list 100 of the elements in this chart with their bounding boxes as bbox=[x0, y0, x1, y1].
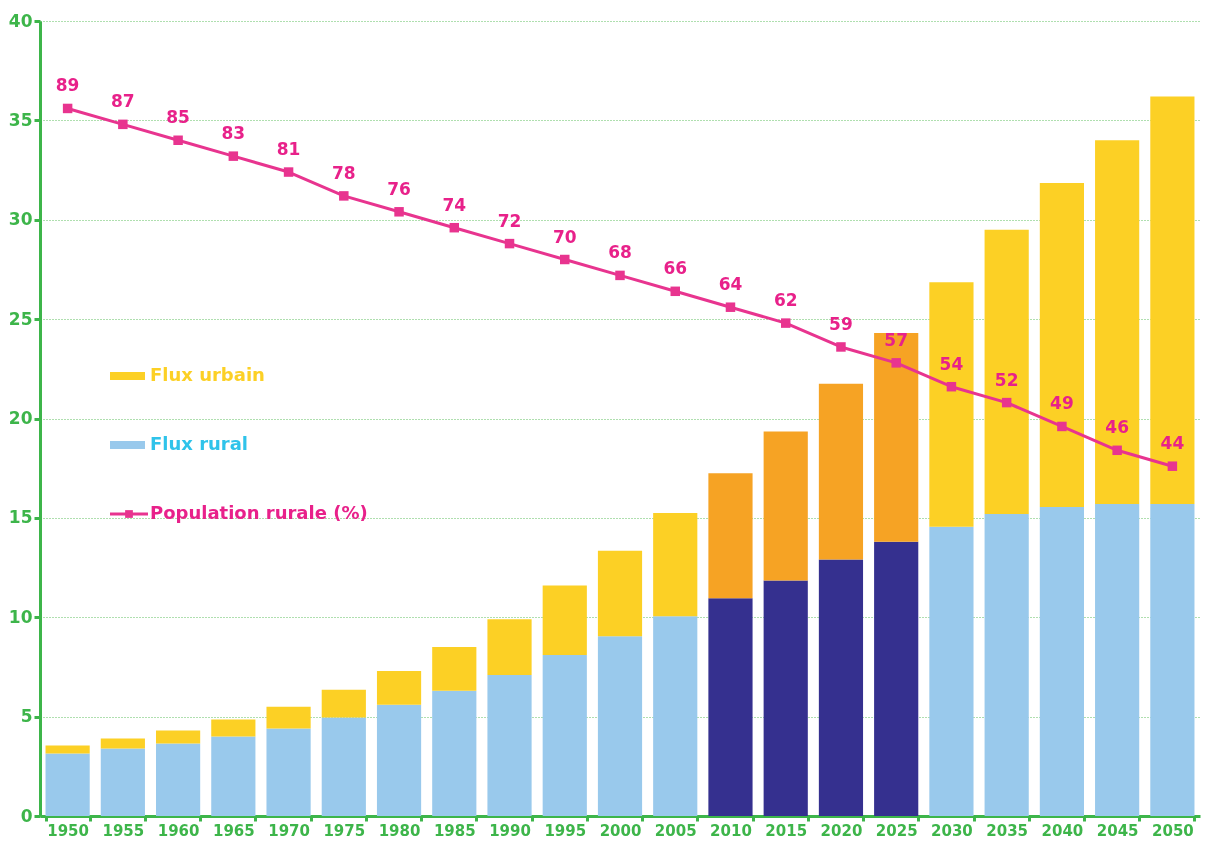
point bbox=[449, 222, 460, 233]
data-label: 52 bbox=[994, 369, 1019, 390]
point bbox=[118, 119, 128, 130]
data-label: 85 bbox=[166, 107, 190, 128]
data-label: 57 bbox=[884, 329, 909, 350]
x-tick-label: 2040 bbox=[1041, 821, 1084, 840]
bar bbox=[763, 580, 808, 816]
y-tick-label: 30 bbox=[8, 209, 33, 230]
data-label: 81 bbox=[276, 139, 301, 160]
bar bbox=[818, 383, 864, 560]
bar bbox=[266, 706, 311, 729]
bar bbox=[1095, 140, 1140, 504]
legend-label: Flux rural bbox=[150, 433, 249, 454]
x-tick-label: 1995 bbox=[544, 821, 587, 840]
y-tick-label: 0 bbox=[20, 805, 33, 826]
bar bbox=[376, 704, 422, 816]
data-label: 62 bbox=[773, 290, 798, 311]
bar bbox=[597, 636, 643, 816]
bar bbox=[763, 431, 808, 581]
x-tick-label: 2050 bbox=[1152, 821, 1194, 840]
y-tick-label: 10 bbox=[8, 606, 33, 627]
x-tick-label: 2045 bbox=[1096, 821, 1139, 840]
x-tick-label: 2020 bbox=[820, 821, 863, 840]
data-label: 54 bbox=[939, 353, 964, 374]
bar bbox=[321, 689, 366, 718]
x-tick-label: 2025 bbox=[875, 821, 918, 840]
bar bbox=[929, 526, 974, 816]
bar bbox=[100, 738, 145, 749]
x-tick-label: 1980 bbox=[378, 821, 421, 840]
data-label: 72 bbox=[497, 210, 522, 231]
x-tick-label: 1965 bbox=[212, 821, 255, 840]
bar bbox=[45, 753, 90, 816]
bar bbox=[1095, 503, 1140, 816]
point bbox=[173, 135, 183, 145]
x-tick-label: 2015 bbox=[765, 821, 808, 840]
bar bbox=[874, 333, 919, 542]
legend-label: Flux urbain bbox=[150, 364, 265, 385]
point bbox=[394, 207, 404, 217]
bar bbox=[1039, 182, 1084, 507]
point bbox=[1112, 445, 1122, 456]
x-tick-label: 1950 bbox=[47, 821, 89, 840]
point bbox=[725, 302, 736, 312]
bar bbox=[542, 585, 587, 656]
bar bbox=[874, 541, 919, 816]
bar bbox=[321, 717, 366, 816]
x-tick-label: 1975 bbox=[323, 821, 366, 840]
data-label: 66 bbox=[663, 258, 688, 279]
bar bbox=[818, 559, 864, 816]
x-tick-label: 1960 bbox=[157, 821, 200, 840]
bar bbox=[487, 619, 532, 675]
bar bbox=[156, 730, 201, 744]
bar bbox=[211, 719, 256, 737]
x-tick-label: 1990 bbox=[489, 821, 531, 840]
x-tick-label: 2000 bbox=[599, 821, 642, 840]
bar bbox=[542, 655, 587, 816]
x-tick-label: 1970 bbox=[268, 821, 310, 840]
bar bbox=[156, 743, 201, 816]
point bbox=[283, 167, 294, 177]
data-label: 78 bbox=[331, 162, 356, 183]
x-tick-label: 1955 bbox=[102, 821, 145, 840]
x-tick-label: 2035 bbox=[986, 821, 1029, 840]
bar bbox=[432, 647, 477, 691]
point bbox=[615, 270, 625, 281]
data-label: 83 bbox=[221, 123, 246, 144]
data-label: 59 bbox=[829, 313, 853, 334]
bar bbox=[432, 690, 477, 816]
x-tick-label: 1985 bbox=[433, 821, 476, 840]
y-tick-label: 35 bbox=[8, 109, 33, 130]
y-tick-label: 40 bbox=[8, 10, 33, 31]
point bbox=[1167, 461, 1178, 471]
legend-label: Population rurale (%) bbox=[150, 502, 368, 523]
bar bbox=[1039, 506, 1084, 816]
y-tick-label: 20 bbox=[8, 408, 33, 428]
bar bbox=[597, 550, 643, 637]
data-label: 74 bbox=[442, 194, 467, 215]
data-label: 44 bbox=[1160, 433, 1185, 454]
bar bbox=[984, 229, 1029, 514]
bar bbox=[984, 513, 1029, 816]
bar bbox=[653, 512, 698, 617]
point bbox=[339, 191, 349, 201]
point bbox=[504, 238, 515, 249]
data-label: 46 bbox=[1105, 417, 1129, 438]
bar bbox=[211, 736, 256, 816]
bar bbox=[708, 598, 753, 816]
bar bbox=[376, 670, 422, 705]
bar bbox=[45, 745, 90, 754]
bar bbox=[266, 728, 311, 816]
point bbox=[1001, 397, 1012, 408]
x-tick-label: 2005 bbox=[654, 821, 697, 840]
y-tick-label: 5 bbox=[20, 706, 33, 727]
point bbox=[836, 342, 846, 352]
point bbox=[946, 381, 957, 392]
point bbox=[62, 103, 73, 114]
x-tick-label: 2030 bbox=[931, 821, 973, 840]
data-label: 70 bbox=[552, 226, 577, 247]
y-tick-label: 25 bbox=[8, 308, 33, 329]
point bbox=[670, 286, 680, 297]
point bbox=[1057, 421, 1067, 432]
point bbox=[228, 151, 239, 161]
data-label: 68 bbox=[608, 242, 632, 263]
